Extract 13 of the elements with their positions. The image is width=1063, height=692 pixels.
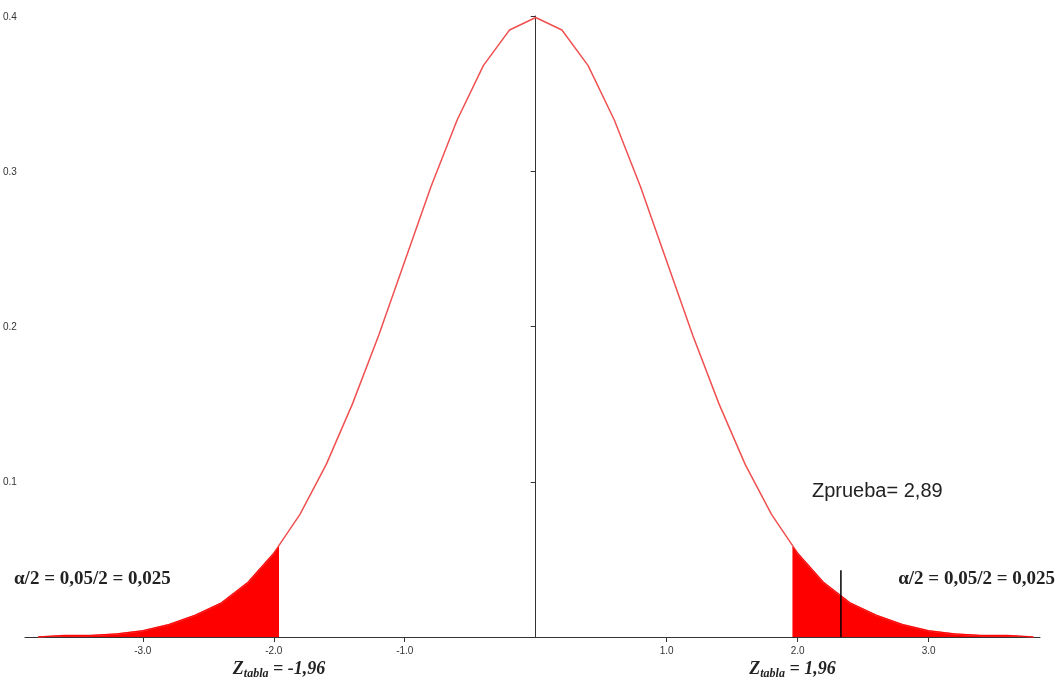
x-tick-label: 2.0 (790, 644, 806, 656)
y-tick-label: 0.3 (3, 165, 18, 177)
x-tick-label: 1.0 (659, 644, 675, 656)
annotation: α/2 = 0,05/2 = 0,025 (14, 567, 171, 588)
x-tick-label: -1.0 (396, 644, 414, 656)
annotation: Zprueba= 2,89 (812, 479, 943, 501)
x-tick-label: 3.0 (921, 644, 937, 656)
annotation: α/2 = 0,05/2 = 0,025 (898, 567, 1056, 588)
y-tick-label: 0.4 (3, 10, 18, 22)
y-tick-label: 0.1 (3, 476, 18, 488)
x-tick-label: -3.0 (134, 644, 152, 656)
y-tick-label: 0.2 (3, 321, 18, 332)
x-tick-label: -2.0 (265, 644, 283, 656)
